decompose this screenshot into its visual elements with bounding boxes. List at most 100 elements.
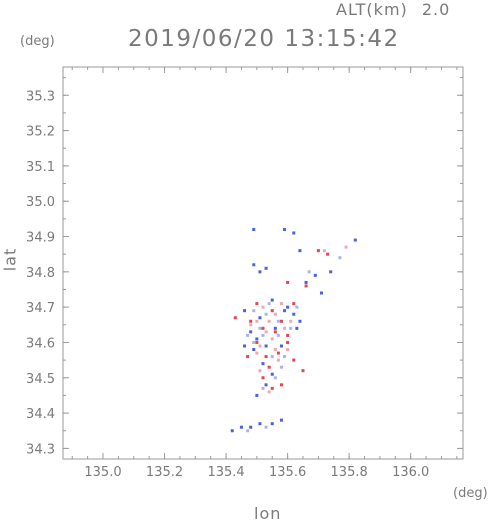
scatter-point <box>273 376 277 380</box>
scatter-point <box>270 309 274 313</box>
x-tick-label: 135.0 <box>84 465 121 480</box>
scatter-point <box>249 319 253 323</box>
scatter-point <box>276 319 280 323</box>
scatter-point <box>295 326 299 330</box>
scatter-point <box>289 319 293 323</box>
scatter-point <box>276 351 280 355</box>
scatter-point <box>261 386 265 390</box>
plot-frame <box>62 66 464 460</box>
scatter-point <box>264 344 268 348</box>
y-tick-label: 34.9 <box>26 231 55 246</box>
scatter-point <box>279 344 283 348</box>
scatter-point <box>279 418 283 422</box>
scatter-point <box>243 344 247 348</box>
axis-ticks <box>63 67 463 459</box>
scatter-point <box>255 302 259 306</box>
scatter-point <box>261 305 265 309</box>
scatter-point <box>264 312 268 316</box>
scatter-point <box>249 323 253 327</box>
scatter-point <box>329 270 333 274</box>
y-tick-label: 34.7 <box>26 301 55 316</box>
y-tick-label: 35.2 <box>26 125 55 140</box>
scatter-point <box>270 355 274 359</box>
scatter-point <box>286 333 290 337</box>
scatter-point <box>304 280 308 284</box>
scatter-point <box>267 319 271 323</box>
scatter-point <box>286 280 290 284</box>
scatter-point <box>252 309 256 313</box>
scatter-point <box>246 429 250 433</box>
scatter-point <box>286 348 290 352</box>
scatter-point <box>279 365 283 369</box>
scatter-point <box>261 326 265 330</box>
x-tick-label: 135.4 <box>207 465 244 480</box>
scatter-point <box>261 333 265 337</box>
scatter-point <box>273 312 277 316</box>
scatter-point <box>255 351 259 355</box>
scatter-point <box>264 383 268 387</box>
x-unit-label: (deg) <box>453 486 488 501</box>
scatter-point <box>353 238 357 242</box>
y-tick-label: 35.3 <box>26 89 55 104</box>
scatter-point <box>326 252 330 256</box>
scatter-point <box>258 326 262 330</box>
scatter-point <box>255 340 259 344</box>
scatter-point <box>243 309 247 313</box>
scatter-point <box>249 425 253 429</box>
scatter-point <box>286 305 290 309</box>
scatter-point <box>283 227 287 231</box>
scatter-point <box>267 365 271 369</box>
scatter-point <box>276 333 280 337</box>
scatter-point <box>270 298 274 302</box>
scatter-point <box>264 266 268 270</box>
y-tick-label: 34.6 <box>26 336 55 351</box>
scatter-point <box>279 383 283 387</box>
scatter-point <box>252 263 256 267</box>
scatter-point <box>267 302 271 306</box>
scatter-point <box>301 369 305 373</box>
scatter-point <box>270 337 274 341</box>
scatter-point <box>283 309 287 313</box>
scatter-point <box>279 302 283 306</box>
scatter-point <box>298 249 302 253</box>
scatter-point <box>273 326 277 330</box>
altitude-label: ALT(km) 2.0 <box>336 0 450 19</box>
scatter-point <box>261 376 265 380</box>
scatter-point <box>283 326 287 330</box>
scatter-point <box>246 355 250 359</box>
scatter-point <box>258 422 262 426</box>
scatter-point <box>258 344 262 348</box>
scatter-point <box>246 333 250 337</box>
scatter-point <box>344 245 348 249</box>
scatter-point <box>264 355 268 359</box>
scatter-point <box>313 273 317 277</box>
altitude-value: 2.0 <box>421 0 451 19</box>
x-tick-label: 135.8 <box>331 465 368 480</box>
scatter-point <box>264 330 268 334</box>
x-tick-label: 136.0 <box>392 465 429 480</box>
scatter-point <box>230 429 234 433</box>
scatter-point <box>267 390 271 394</box>
scatter-point <box>255 319 259 323</box>
scatter-point <box>304 284 308 288</box>
scatter-point <box>323 249 327 253</box>
scatter-point <box>286 340 290 344</box>
scatter-point <box>252 340 256 344</box>
scatter-point <box>239 425 243 429</box>
tick-labels: 135.0 135.2 135.4 135.6 135.8 136.0 34.3 34.4 34… <box>26 89 429 480</box>
scatter-point <box>338 256 342 260</box>
scatter-point <box>273 348 277 352</box>
scatter-point <box>264 425 268 429</box>
x-tick-label: 135.6 <box>269 465 306 480</box>
scatter-point <box>292 358 296 362</box>
y-tick-label: 35.0 <box>26 195 55 210</box>
y-tick-label: 34.4 <box>26 407 55 422</box>
y-tick-label: 35.1 <box>26 160 55 175</box>
scatter-point <box>319 291 323 295</box>
scatter-point <box>292 302 296 306</box>
scatter-point <box>279 319 283 323</box>
scatter-point <box>255 393 259 397</box>
data-points <box>230 227 357 433</box>
scatter-point <box>273 330 277 334</box>
